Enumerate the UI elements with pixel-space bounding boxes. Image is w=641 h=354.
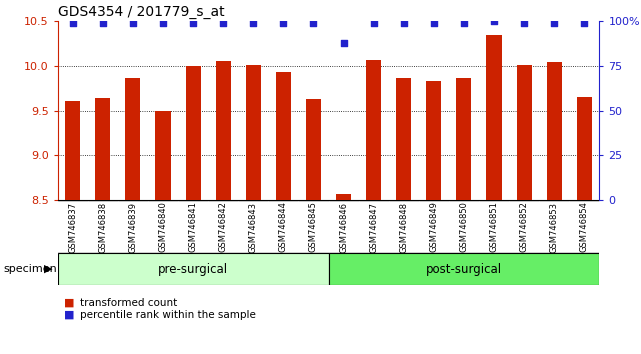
Bar: [156, 110, 171, 200]
Text: GSM746847: GSM746847: [369, 202, 378, 253]
Text: specimen: specimen: [3, 264, 57, 274]
Bar: [577, 97, 592, 200]
Text: GDS4354 / 201779_s_at: GDS4354 / 201779_s_at: [58, 5, 224, 19]
Text: GSM746843: GSM746843: [249, 202, 258, 253]
Point: [429, 20, 439, 26]
Text: GSM746853: GSM746853: [550, 202, 559, 253]
Text: GSM746844: GSM746844: [279, 202, 288, 252]
Text: percentile rank within the sample: percentile rank within the sample: [80, 310, 256, 320]
Point: [218, 20, 228, 26]
Text: GSM746850: GSM746850: [460, 202, 469, 252]
Bar: [215, 62, 231, 200]
Text: GSM746851: GSM746851: [490, 202, 499, 252]
Bar: [58, 253, 328, 285]
Point: [519, 20, 529, 26]
Point: [399, 20, 409, 26]
Bar: [456, 78, 471, 200]
Point: [278, 20, 288, 26]
Bar: [246, 65, 261, 200]
Text: ■: ■: [64, 298, 74, 308]
Text: pre-surgical: pre-surgical: [158, 263, 228, 275]
Point: [308, 20, 319, 26]
Text: GSM746841: GSM746841: [188, 202, 197, 252]
Text: ■: ■: [64, 310, 74, 320]
Text: ▶: ▶: [44, 264, 52, 274]
Point: [459, 20, 469, 26]
Text: GSM746849: GSM746849: [429, 202, 438, 252]
Bar: [65, 101, 80, 200]
Bar: [306, 99, 321, 200]
Text: transformed count: transformed count: [80, 298, 178, 308]
Text: GSM746852: GSM746852: [520, 202, 529, 252]
Point: [549, 20, 560, 26]
Text: GSM746840: GSM746840: [158, 202, 167, 252]
Bar: [186, 66, 201, 200]
Bar: [396, 78, 412, 200]
Point: [188, 20, 198, 26]
Text: GSM746845: GSM746845: [309, 202, 318, 252]
Text: GSM746848: GSM746848: [399, 202, 408, 253]
Bar: [96, 98, 110, 200]
Text: GSM746846: GSM746846: [339, 202, 348, 253]
Bar: [366, 60, 381, 200]
Bar: [547, 62, 562, 200]
Bar: [276, 72, 291, 200]
Point: [128, 20, 138, 26]
Point: [489, 18, 499, 24]
Point: [369, 20, 379, 26]
Text: post-surgical: post-surgical: [426, 263, 502, 275]
Text: GSM746838: GSM746838: [98, 202, 107, 253]
Text: GSM746854: GSM746854: [580, 202, 589, 252]
Text: GSM746837: GSM746837: [68, 202, 77, 253]
Point: [579, 20, 590, 26]
Point: [67, 20, 78, 26]
Point: [248, 20, 258, 26]
Bar: [426, 81, 442, 200]
Bar: [126, 78, 140, 200]
Bar: [336, 194, 351, 200]
Bar: [517, 65, 531, 200]
Text: GSM746842: GSM746842: [219, 202, 228, 252]
Text: GSM746839: GSM746839: [128, 202, 137, 253]
Bar: [487, 35, 501, 200]
Point: [158, 20, 168, 26]
Point: [97, 20, 108, 26]
Bar: [328, 253, 599, 285]
Point: [338, 40, 349, 46]
